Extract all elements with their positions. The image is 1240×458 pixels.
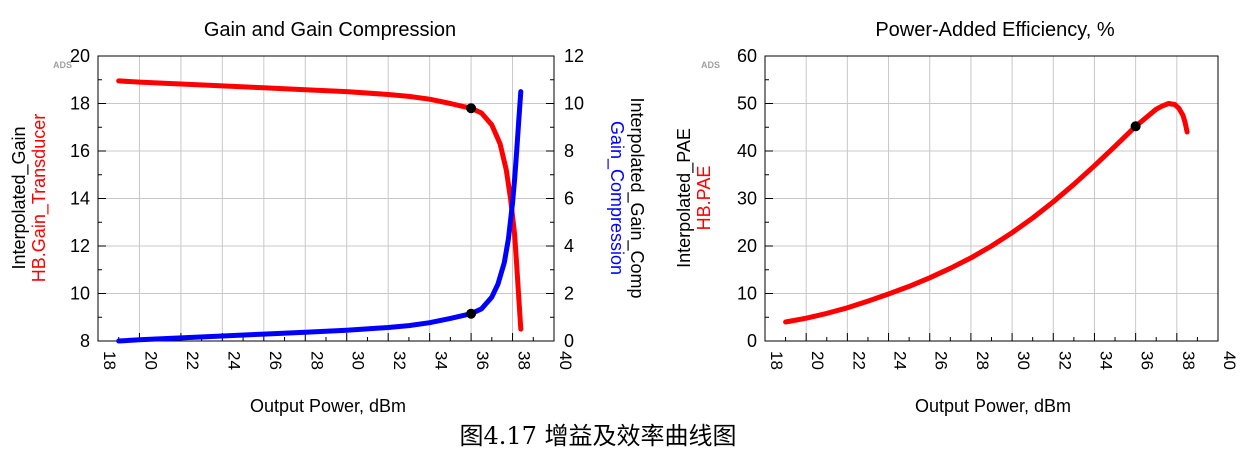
gain-right-tick-label: 10 <box>564 94 584 114</box>
pae-chart: Power-Added Efficiency, % ADS 18 20 22 24 26… <box>674 19 1239 416</box>
pae-x-tick-label: 34 <box>1096 351 1115 370</box>
pae-chart-plot-frame <box>764 55 1219 342</box>
gain-series-hb-gain-transducer-line <box>116 78 524 332</box>
gain-chart-grid <box>97 55 555 342</box>
pae-chart-ticks <box>764 55 1219 342</box>
gain-right-tick-label: 4 <box>564 236 574 256</box>
pae-chart-left-axis-label-1: Interpolated_PAE <box>674 128 695 268</box>
gain-series-gain-compression-line <box>116 89 524 344</box>
pae-chart-series <box>783 101 1190 325</box>
pae-chart-title: Power-Added Efficiency, % <box>875 19 1115 41</box>
gain-x-tick-label: 32 <box>390 351 409 370</box>
gain-chart-title: Gain and Gain Compression <box>204 19 456 41</box>
figure-caption: 图4.17 增益及效率曲线图 <box>459 422 736 450</box>
gain-chart-right-tick-labels: 0 2 4 6 8 10 12 <box>564 46 584 351</box>
pae-chart-x-tick-labels: 18 20 22 24 26 28 30 32 34 36 38 40 <box>767 351 1239 370</box>
gain-chart-corner-mark: ADS <box>53 60 72 70</box>
pae-left-tick-label: 20 <box>737 236 757 256</box>
gain-chart-x-axis-label: Output Power, dBm <box>250 396 406 416</box>
pae-chart-left-tick-labels: 0 10 20 30 40 50 60 <box>737 46 757 351</box>
gain-chart-series <box>116 78 524 344</box>
gain-x-tick-label: 24 <box>224 351 243 370</box>
gain-right-tick-label: 8 <box>564 141 574 161</box>
gain-right-tick-label: 12 <box>564 46 584 66</box>
pae-x-tick-label: 36 <box>1138 351 1157 370</box>
pae-x-tick-label: 24 <box>891 351 910 370</box>
gain-x-tick-label: 38 <box>515 351 534 370</box>
gain-x-tick-label: 34 <box>432 351 451 370</box>
pae-left-tick-label: 0 <box>747 331 757 351</box>
gain-left-tick-label: 20 <box>70 46 90 66</box>
gain-chart-left-tick-labels: 8 10 12 14 16 18 20 <box>70 46 90 351</box>
gain-marker-point[interactable] <box>466 308 477 319</box>
pae-chart-x-axis-label: Output Power, dBm <box>915 396 1071 416</box>
gain-chart-plot-frame <box>97 55 555 342</box>
pae-x-tick-label: 28 <box>973 351 992 370</box>
gain-right-tick-label: 0 <box>564 331 574 351</box>
gain-chart-left-axis-label-1: Interpolated_Gain <box>9 126 30 269</box>
pae-x-tick-label: 32 <box>1055 351 1074 370</box>
pae-x-tick-label: 30 <box>1014 351 1033 370</box>
pae-chart-corner-mark: ADS <box>701 60 720 70</box>
gain-x-tick-label: 18 <box>100 351 119 370</box>
gain-chart: Gain and Gain Compression ADS 18 20 22 24 26… <box>9 19 647 416</box>
pae-series-hb-pae-line <box>783 101 1190 325</box>
pae-x-tick-label: 26 <box>932 351 951 370</box>
gain-x-tick-label: 30 <box>349 351 368 370</box>
gain-x-tick-label: 36 <box>473 351 492 370</box>
pae-x-tick-label: 18 <box>767 351 786 370</box>
gain-left-tick-label: 10 <box>70 284 90 304</box>
pae-left-tick-label: 40 <box>737 141 757 161</box>
pae-left-tick-label: 10 <box>737 284 757 304</box>
gain-x-tick-label: 20 <box>141 351 160 370</box>
pae-x-tick-label: 22 <box>849 351 868 370</box>
gain-x-tick-label: 22 <box>183 351 202 370</box>
gain-marker-point[interactable] <box>466 103 477 114</box>
pae-chart-grid <box>764 55 1219 342</box>
pae-left-tick-label: 30 <box>737 189 757 209</box>
gain-left-tick-label: 14 <box>70 189 90 209</box>
gain-x-tick-label: 28 <box>307 351 326 370</box>
gain-left-tick-label: 18 <box>70 94 90 114</box>
gain-chart-x-tick-labels: 18 20 22 24 26 28 30 32 34 36 38 40 <box>100 351 575 370</box>
pae-x-tick-label: 38 <box>1179 351 1198 370</box>
gain-chart-right-axis-label-1: Interpolated_Gain_Comp <box>626 97 647 298</box>
pae-marker-point[interactable] <box>1130 121 1141 132</box>
gain-right-tick-label: 6 <box>564 189 574 209</box>
gain-x-tick-label: 26 <box>266 351 285 370</box>
gain-left-tick-label: 12 <box>70 236 90 256</box>
gain-chart-right-axis-label-2: Gain_Compression <box>606 121 627 275</box>
gain-left-tick-label: 8 <box>80 331 90 351</box>
gain-x-tick-label: 40 <box>556 351 575 370</box>
pae-x-tick-label: 20 <box>808 351 827 370</box>
pae-left-tick-label: 60 <box>737 46 757 66</box>
pae-chart-left-axis-label-2: HB.PAE <box>694 166 714 231</box>
gain-chart-left-axis-label-2: HB.Gain_Transducer <box>29 114 50 282</box>
pae-x-tick-label: 40 <box>1220 351 1239 370</box>
pae-left-tick-label: 50 <box>737 94 757 114</box>
gain-left-tick-label: 16 <box>70 141 90 161</box>
gain-right-tick-label: 2 <box>564 284 574 304</box>
